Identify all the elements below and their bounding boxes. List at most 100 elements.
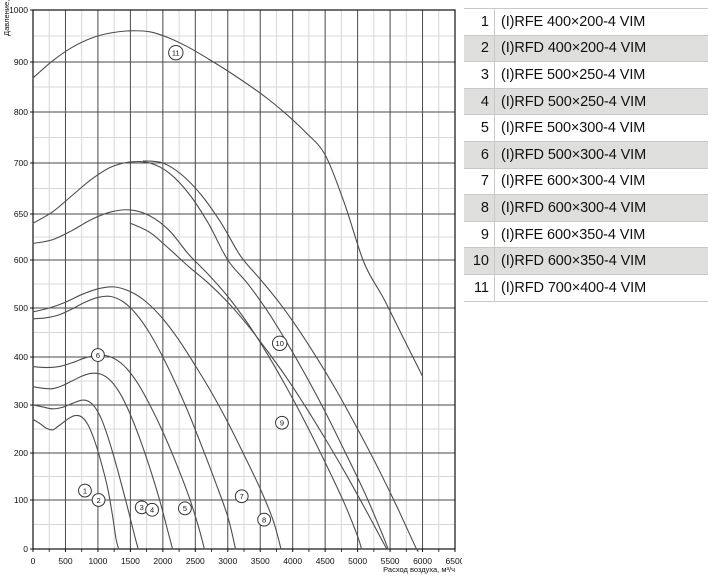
x-tick-label: 0 <box>31 556 36 566</box>
y-tick-label: 700 <box>14 158 28 168</box>
x-axis-title: Расход воздуха, м³/ч <box>383 565 455 574</box>
x-tick-label: 2000 <box>153 556 172 566</box>
legend-row[interactable]: 9 (I)RFE 600×350-4 VIM <box>464 221 708 249</box>
y-tick-label: 400 <box>14 352 28 362</box>
legend-row-index: 8 <box>480 199 489 216</box>
marker-label: 3 <box>140 503 144 512</box>
curve-marker-11: 11 <box>168 44 184 61</box>
marker-label: 7 <box>240 492 244 501</box>
y-tick-label: 500 <box>14 303 28 313</box>
x-tick-label: 4000 <box>283 556 302 566</box>
legend-row-label: (I)RFE 500×300-4 VIM <box>494 115 708 141</box>
y-tick-label: 300 <box>14 400 28 410</box>
legend-row[interactable]: 1 (I)RFE 400×200-4 VIM <box>464 9 708 36</box>
curve-3 <box>32 372 174 550</box>
marker-circle <box>272 335 288 351</box>
y-tick-label: 0 <box>23 544 28 554</box>
marker-label: 4 <box>150 506 154 515</box>
x-tick-label: 3000 <box>218 556 237 566</box>
y-tick-label: 200 <box>14 448 28 458</box>
marker-label: 5 <box>183 504 187 513</box>
curve-marker-10: 10 <box>272 335 288 351</box>
y-axis-title: Давление, Па <box>2 0 11 36</box>
marker-label: 11 <box>172 48 180 57</box>
pressure-flow-chart: 0 100 200 300 400 500 600 650 700 800 900 1000 0 500 1… <box>2 0 462 574</box>
curve-2 <box>32 399 139 550</box>
curve-group <box>32 30 424 552</box>
legend-row[interactable]: 7 (I)RFE 600×300-4 VIM <box>464 168 708 196</box>
marker-circle <box>257 512 272 527</box>
x-tick-label: 2500 <box>186 556 205 566</box>
legend-row-index: 10 <box>472 253 489 270</box>
curve-marker-7: 7 <box>234 489 249 504</box>
legend-table: 1 (I)RFE 400×200-4 VIM 2 (I)RFD 400×200-4 V… <box>464 8 708 302</box>
curve-marker-6: 6 <box>91 348 105 374</box>
curve-8 <box>32 160 389 550</box>
y-tick-label: 900 <box>14 57 28 67</box>
x-tick-label: 6500 <box>446 556 462 566</box>
y-tick-label: 1000 <box>9 5 28 15</box>
marker-circle <box>91 493 106 507</box>
marker-label: 1 <box>83 486 87 495</box>
y-tick-label: 650 <box>14 209 28 219</box>
marker-circle <box>91 348 105 362</box>
legend-row-index: 6 <box>480 146 489 163</box>
curve-1 <box>32 414 120 550</box>
curve-marker-5: 5 <box>178 501 192 516</box>
legend-row-index: 5 <box>480 120 489 137</box>
legend-row[interactable]: 2 (I)RFD 400×200-4 VIM <box>464 35 708 63</box>
legend-row[interactable]: 4 (I)RFD 500×250-4 VIM <box>464 88 708 116</box>
legend-row-label: (I)RFD 500×300-4 VIM <box>494 141 708 168</box>
curve-marker-8: 8 <box>257 512 272 527</box>
x-tick-label: 3500 <box>251 556 270 566</box>
x-tick-label: 1000 <box>88 556 107 566</box>
legend-row[interactable]: 5 (I)RFE 500×300-4 VIM <box>464 115 708 142</box>
legend-row[interactable]: 8 (I)RFD 600×300-4 VIM <box>464 195 708 222</box>
x-tick-label: 1500 <box>121 556 140 566</box>
x-tick-label: 5000 <box>348 556 367 566</box>
x-tick-label: 500 <box>58 556 72 566</box>
legend-row[interactable]: 3 (I)RFE 500×250-4 VIM <box>464 62 708 89</box>
legend-row-index: 7 <box>480 173 489 190</box>
marker-label: 10 <box>276 339 284 348</box>
legend-row[interactable]: 6 (I)RFD 500×300-4 VIM <box>464 141 708 169</box>
legend-row-index: 3 <box>480 66 489 83</box>
legend-row-index: 9 <box>480 226 489 243</box>
marker-circle <box>275 415 289 430</box>
curve-marker-9: 9 <box>275 415 289 430</box>
legend-row-label: (I)RFD 600×300-4 VIM <box>494 195 708 221</box>
curve-marker-4: 4 <box>145 502 160 517</box>
marker-label: 9 <box>280 419 284 428</box>
curve-7 <box>32 209 363 550</box>
marker-label: 6 <box>96 351 100 360</box>
tick-label-group: 0 100 200 300 400 500 600 650 700 800 900 1000 0 500 1… <box>2 0 462 574</box>
marker-label: 8 <box>262 515 266 524</box>
legend-row[interactable]: 10 (I)RFD 600×350-4 VIM <box>464 248 708 275</box>
marker-circle <box>145 502 160 517</box>
legend-row-index: 11 <box>473 279 489 296</box>
grid-major <box>32 9 456 550</box>
y-tick-label: 100 <box>14 495 28 505</box>
legend-row-label: (I)RFD 500×250-4 VIM <box>494 88 708 115</box>
marker-circle <box>178 501 192 516</box>
legend-row-index: 1 <box>480 13 489 30</box>
legend-row-label: (I)RFE 400×200-4 VIM <box>494 9 708 35</box>
chart-panel: 0 100 200 300 400 500 600 650 700 800 900 1000 0 500 1… <box>2 0 462 574</box>
legend-row-index: 4 <box>480 93 489 110</box>
legend-row-label: (I)RFD 400×200-4 VIM <box>494 35 708 62</box>
legend-row[interactable]: 11 (I)RFD 700×400-4 VIM <box>464 274 708 302</box>
curve-6 <box>32 286 282 550</box>
marker-circle <box>168 44 184 61</box>
curve-marker-2: 2 <box>91 493 106 507</box>
x-tick-label: 4500 <box>316 556 335 566</box>
curve-10 <box>142 160 419 552</box>
legend-row-label: (I)RFD 700×400-4 VIM <box>494 274 708 301</box>
marker-label: 2 <box>96 496 100 505</box>
legend-row-label: (I)RFE 600×300-4 VIM <box>494 168 708 195</box>
curve-11 <box>32 30 424 377</box>
x-tick-label: 5500 <box>381 556 400 566</box>
marker-circle <box>234 489 249 504</box>
curve-marker-1: 1 <box>78 483 92 498</box>
